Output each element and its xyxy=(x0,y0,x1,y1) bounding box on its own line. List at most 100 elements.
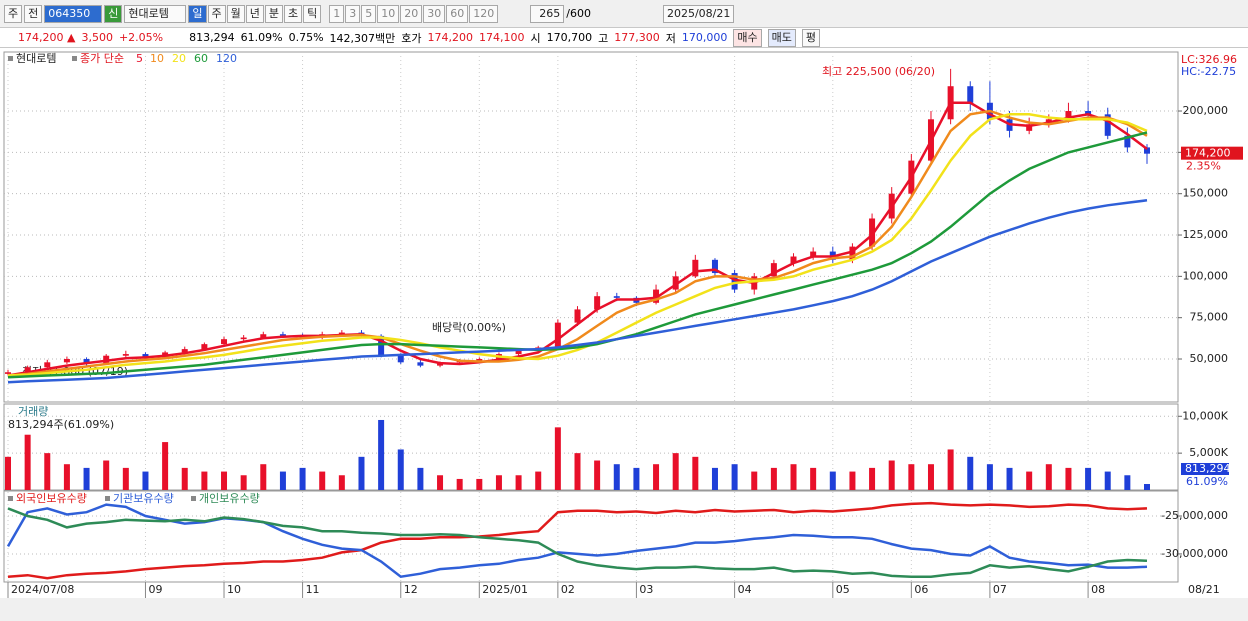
interval-button[interactable]: 120 xyxy=(469,4,499,23)
avg-button[interactable]: 평 xyxy=(801,28,821,47)
interval-button[interactable]: 30 xyxy=(423,4,446,23)
candle-body xyxy=(142,354,149,358)
volume-bar xyxy=(594,460,601,490)
last-price-label: 174,200 xyxy=(1185,147,1231,160)
volume-bar xyxy=(986,464,993,490)
volume-bar xyxy=(279,471,286,490)
prev-button[interactable]: 전 xyxy=(24,4,43,23)
legend-entry: 개인보유수량 xyxy=(199,492,260,505)
volume-bar xyxy=(869,467,876,490)
volume-bar xyxy=(810,467,817,490)
volume-bar xyxy=(495,475,502,490)
legend-square xyxy=(105,496,110,501)
volume-bar xyxy=(1045,464,1052,490)
volume-last-pct: 61.09% xyxy=(1186,475,1228,488)
date-input[interactable]: 2025/08/21 xyxy=(662,4,735,23)
holdings-line xyxy=(7,501,1148,580)
candle-body xyxy=(1026,124,1033,131)
volume-bar xyxy=(613,464,620,490)
ma-line xyxy=(7,109,1148,377)
volume-bar xyxy=(44,453,51,490)
candle-body xyxy=(810,251,817,257)
candle-body xyxy=(967,86,974,103)
x-tick-label: 07 xyxy=(993,583,1007,596)
holdings-line xyxy=(6,503,1148,579)
period-button[interactable]: 분 xyxy=(264,4,283,23)
interval-button[interactable]: 3 xyxy=(345,4,361,23)
period-button[interactable]: 틱 xyxy=(303,4,322,23)
volume-bar xyxy=(927,464,934,490)
y-tick-label: 150,000 xyxy=(1183,187,1229,200)
stock-name[interactable]: 현대로템 xyxy=(124,4,187,23)
change-pct: +2.05% xyxy=(118,31,164,44)
volume-bar xyxy=(751,471,758,490)
period-button[interactable]: 월 xyxy=(226,4,245,23)
volume-bar xyxy=(829,471,836,490)
volume-bar xyxy=(711,467,718,490)
volume-bar xyxy=(456,478,463,490)
volume-bar xyxy=(358,456,365,490)
x-tick-label: 2025/01 xyxy=(482,583,528,596)
period-button[interactable]: 주 xyxy=(207,4,226,23)
volume-last-box xyxy=(1181,463,1229,475)
dividend-annotation: 배당락(0.00%) xyxy=(432,321,506,334)
volume-bar xyxy=(122,467,129,490)
ma-line xyxy=(7,199,1148,384)
volume-bar xyxy=(476,478,483,490)
scrollbar[interactable] xyxy=(0,598,1248,621)
x-tick-label: 02 xyxy=(561,583,575,596)
y-tick-label: 5,000K xyxy=(1189,446,1228,459)
volume-bar xyxy=(731,464,738,490)
candle-body xyxy=(63,359,70,363)
buy-button[interactable]: 매수 xyxy=(733,28,762,47)
ma-line xyxy=(7,113,1148,377)
amount: 142,307백만 xyxy=(329,31,396,45)
code-input[interactable]: 064350 xyxy=(44,4,103,23)
period-button[interactable]: 년 xyxy=(245,4,264,23)
candle-body xyxy=(476,359,483,361)
count-input[interactable]: 265 xyxy=(530,4,565,23)
volume-bar xyxy=(653,464,660,490)
period-button[interactable]: 초 xyxy=(284,4,303,23)
low: 170,000 xyxy=(681,31,728,44)
ma-line xyxy=(7,101,1148,377)
sell-button[interactable]: 매도 xyxy=(767,28,796,47)
volume-bar xyxy=(1124,475,1131,490)
volume-bar xyxy=(181,467,188,490)
legend-square xyxy=(8,56,13,61)
last-pct-label: 2.35% xyxy=(1186,160,1221,173)
volume-bar xyxy=(1085,467,1092,490)
x-tick-label: 08 xyxy=(1091,583,1105,596)
interval-button[interactable]: 10 xyxy=(377,4,400,23)
open-label: 시 xyxy=(530,31,541,45)
x-tick-label: 05 xyxy=(836,583,850,596)
period-button[interactable]: 일 xyxy=(188,4,207,23)
interval-button[interactable]: 1 xyxy=(329,4,345,23)
interval-button[interactable]: 5 xyxy=(361,4,377,23)
market-select[interactable]: 주 xyxy=(4,4,23,23)
y-tick-label: 125,000 xyxy=(1183,228,1229,241)
x-tick-label: 09 xyxy=(148,583,162,596)
interval-button[interactable]: 60 xyxy=(446,4,469,23)
price-panel xyxy=(3,51,1179,403)
volume-bar xyxy=(574,453,581,490)
legend-square xyxy=(72,56,77,61)
volume-bar xyxy=(1006,467,1013,490)
volume-bar xyxy=(967,456,974,490)
volume-bar xyxy=(437,475,444,490)
volume-bar xyxy=(515,475,522,490)
x-tick-label: 2024/07/08 xyxy=(11,583,74,596)
volume-last-label: 813,294 xyxy=(1185,462,1231,475)
interval-button[interactable]: 20 xyxy=(400,4,423,23)
legend-entry: 120 xyxy=(216,52,237,65)
high-label: 고 xyxy=(598,31,609,45)
volume-bar xyxy=(1026,471,1033,490)
candle-body xyxy=(181,349,188,353)
volume-bar xyxy=(888,460,895,490)
candle-body xyxy=(849,246,856,260)
volume-bar xyxy=(201,471,208,490)
volume-bar xyxy=(1104,471,1111,490)
high: 177,300 xyxy=(614,31,660,44)
legend-entry: 외국인보유수량 xyxy=(16,492,87,505)
